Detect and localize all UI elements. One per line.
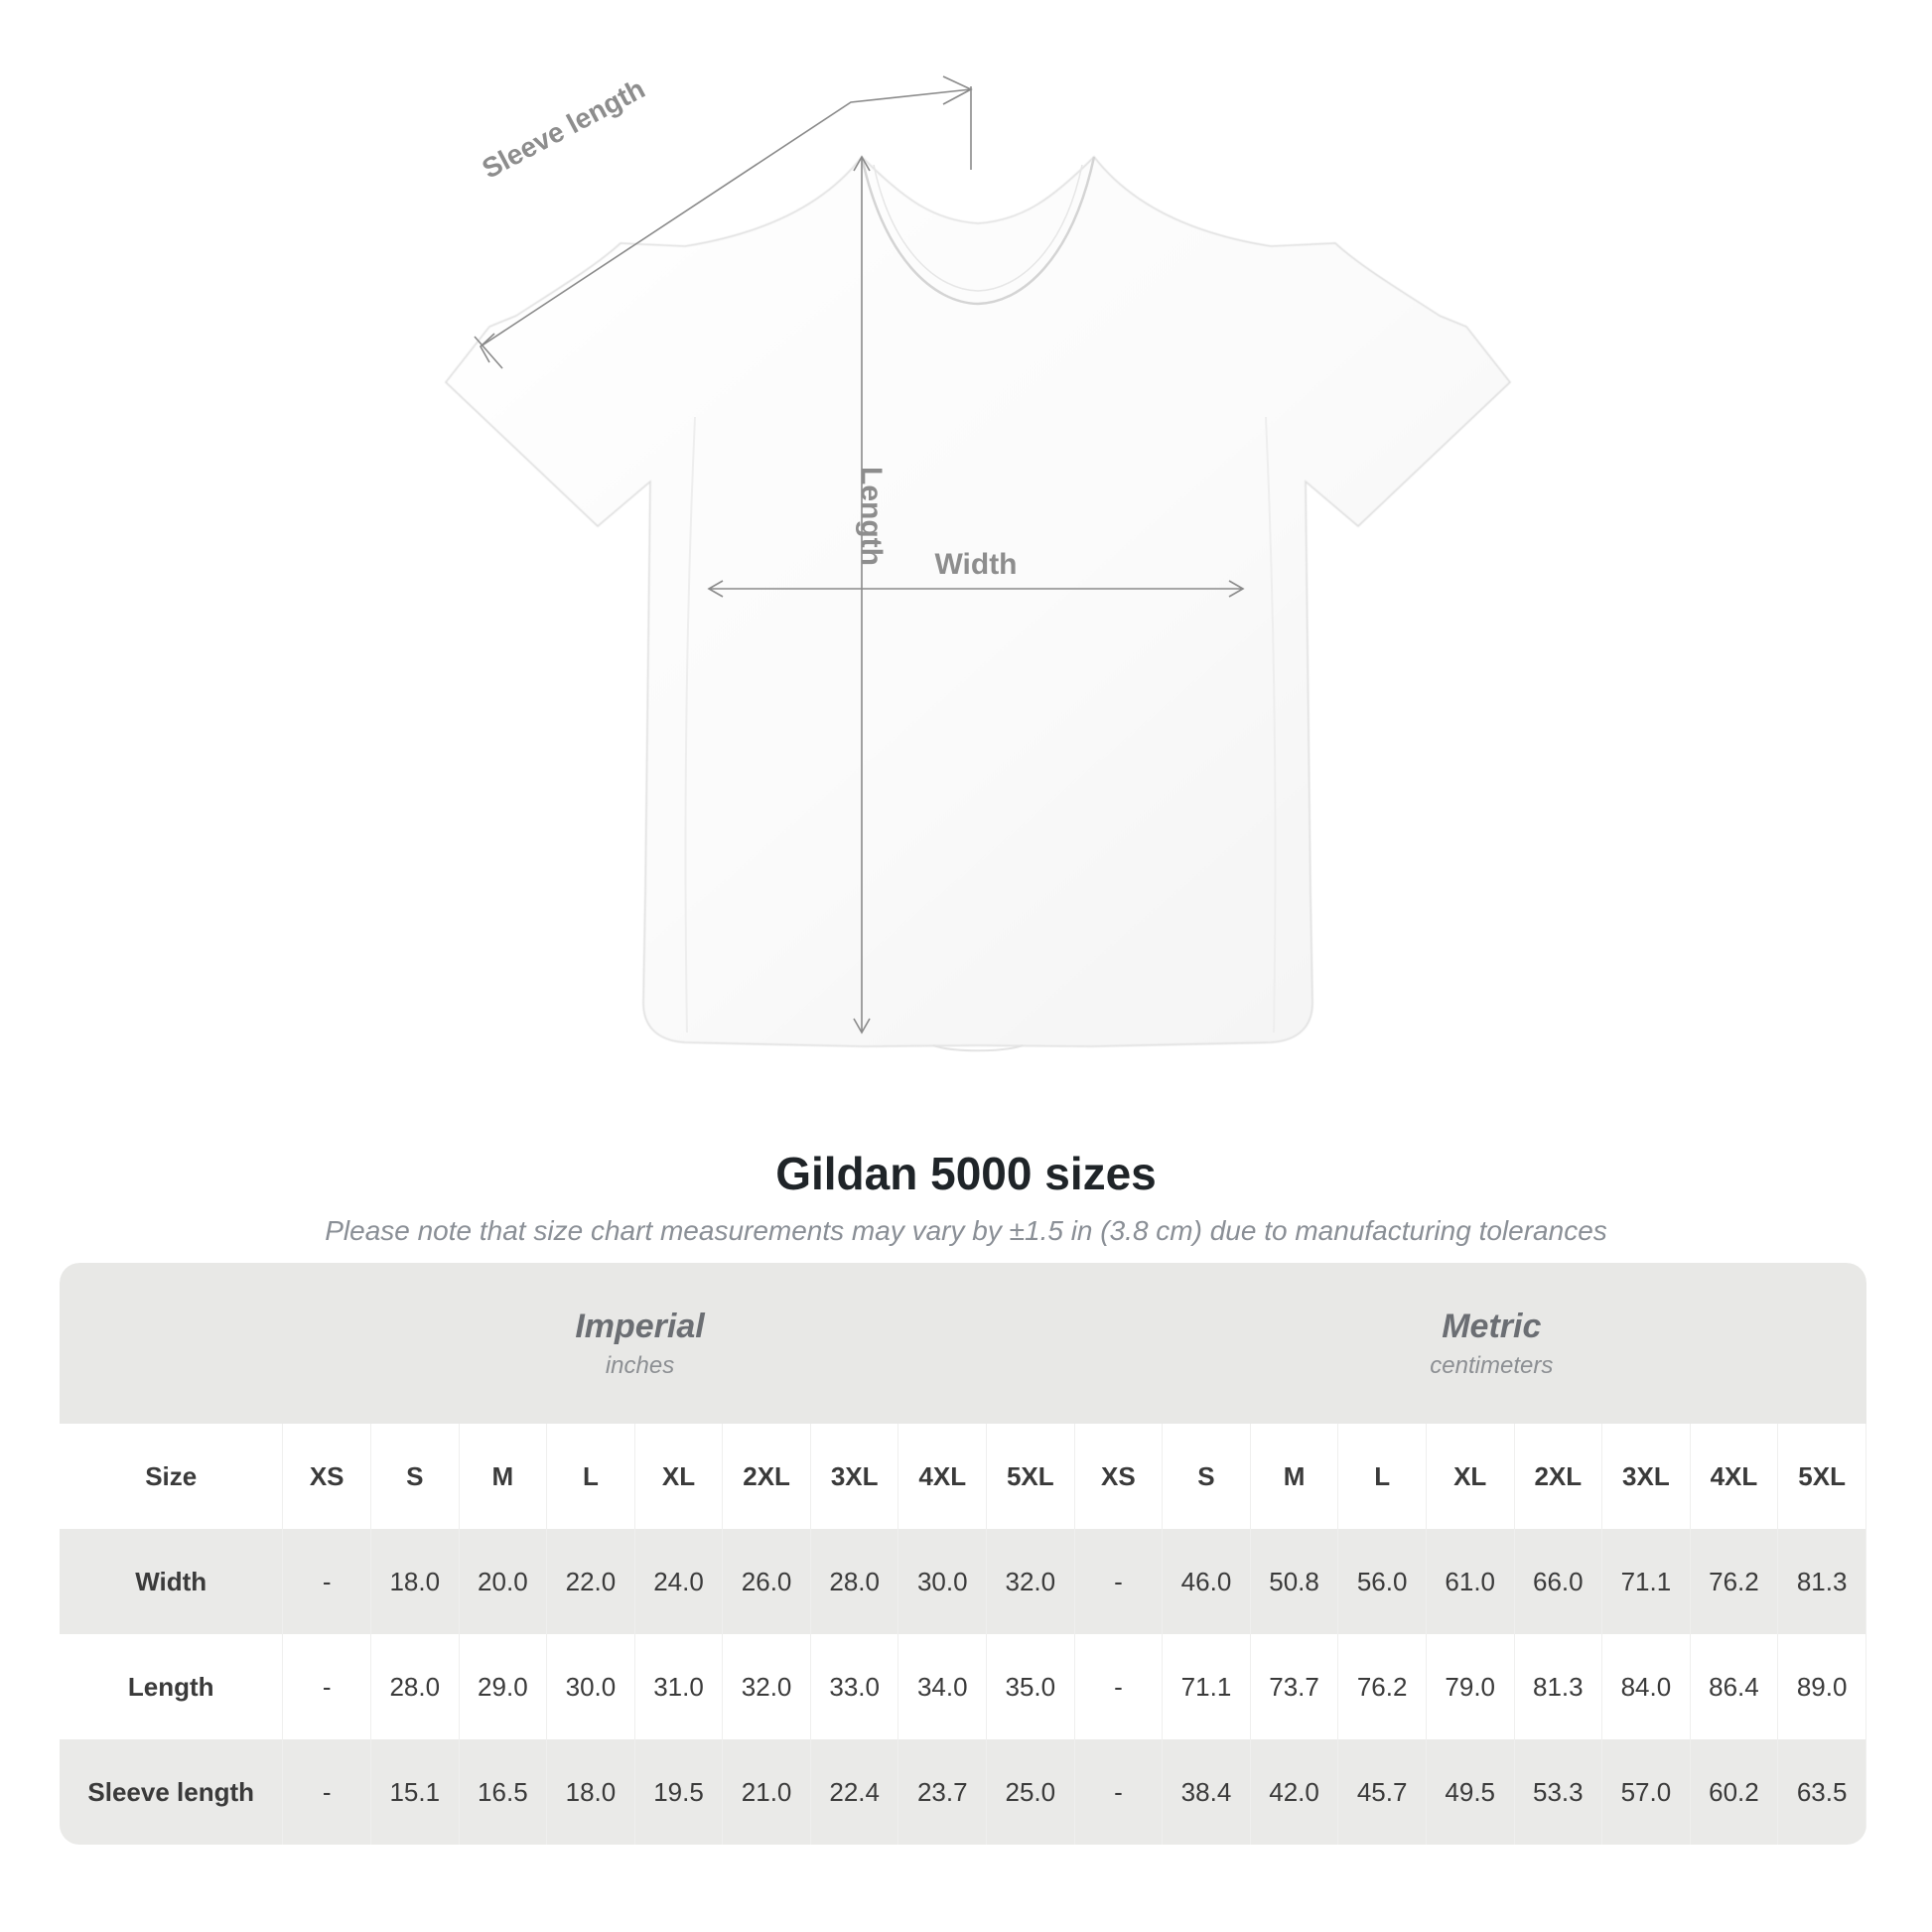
svg-text:Width: Width <box>934 548 1017 581</box>
svg-text:Length: Length <box>855 467 888 566</box>
svg-text:Sleeve length: Sleeve length <box>478 73 650 185</box>
